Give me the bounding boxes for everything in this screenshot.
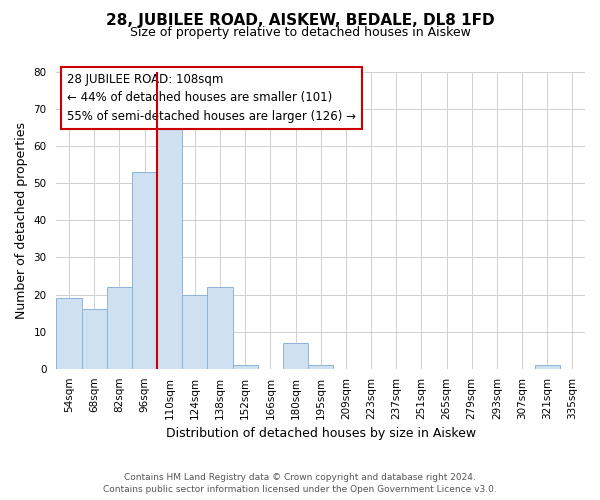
Y-axis label: Number of detached properties: Number of detached properties [15, 122, 28, 318]
Bar [208, 287, 233, 369]
X-axis label: Distribution of detached houses by size in Aiskew: Distribution of detached houses by size … [166, 427, 476, 440]
Bar [157, 116, 182, 369]
Bar [132, 172, 157, 369]
Bar [535, 365, 560, 369]
Bar [182, 294, 208, 369]
Text: 28, JUBILEE ROAD, AISKEW, BEDALE, DL8 1FD: 28, JUBILEE ROAD, AISKEW, BEDALE, DL8 1F… [106, 12, 494, 28]
Bar [107, 287, 132, 369]
Bar [233, 365, 258, 369]
Text: Size of property relative to detached houses in Aiskew: Size of property relative to detached ho… [130, 26, 470, 39]
Bar [308, 365, 333, 369]
Bar [283, 343, 308, 369]
Text: 28 JUBILEE ROAD: 108sqm
← 44% of detached houses are smaller (101)
55% of semi-d: 28 JUBILEE ROAD: 108sqm ← 44% of detache… [67, 73, 356, 123]
Bar [82, 310, 107, 369]
Bar [56, 298, 82, 369]
Text: Contains HM Land Registry data © Crown copyright and database right 2024.
Contai: Contains HM Land Registry data © Crown c… [103, 472, 497, 494]
